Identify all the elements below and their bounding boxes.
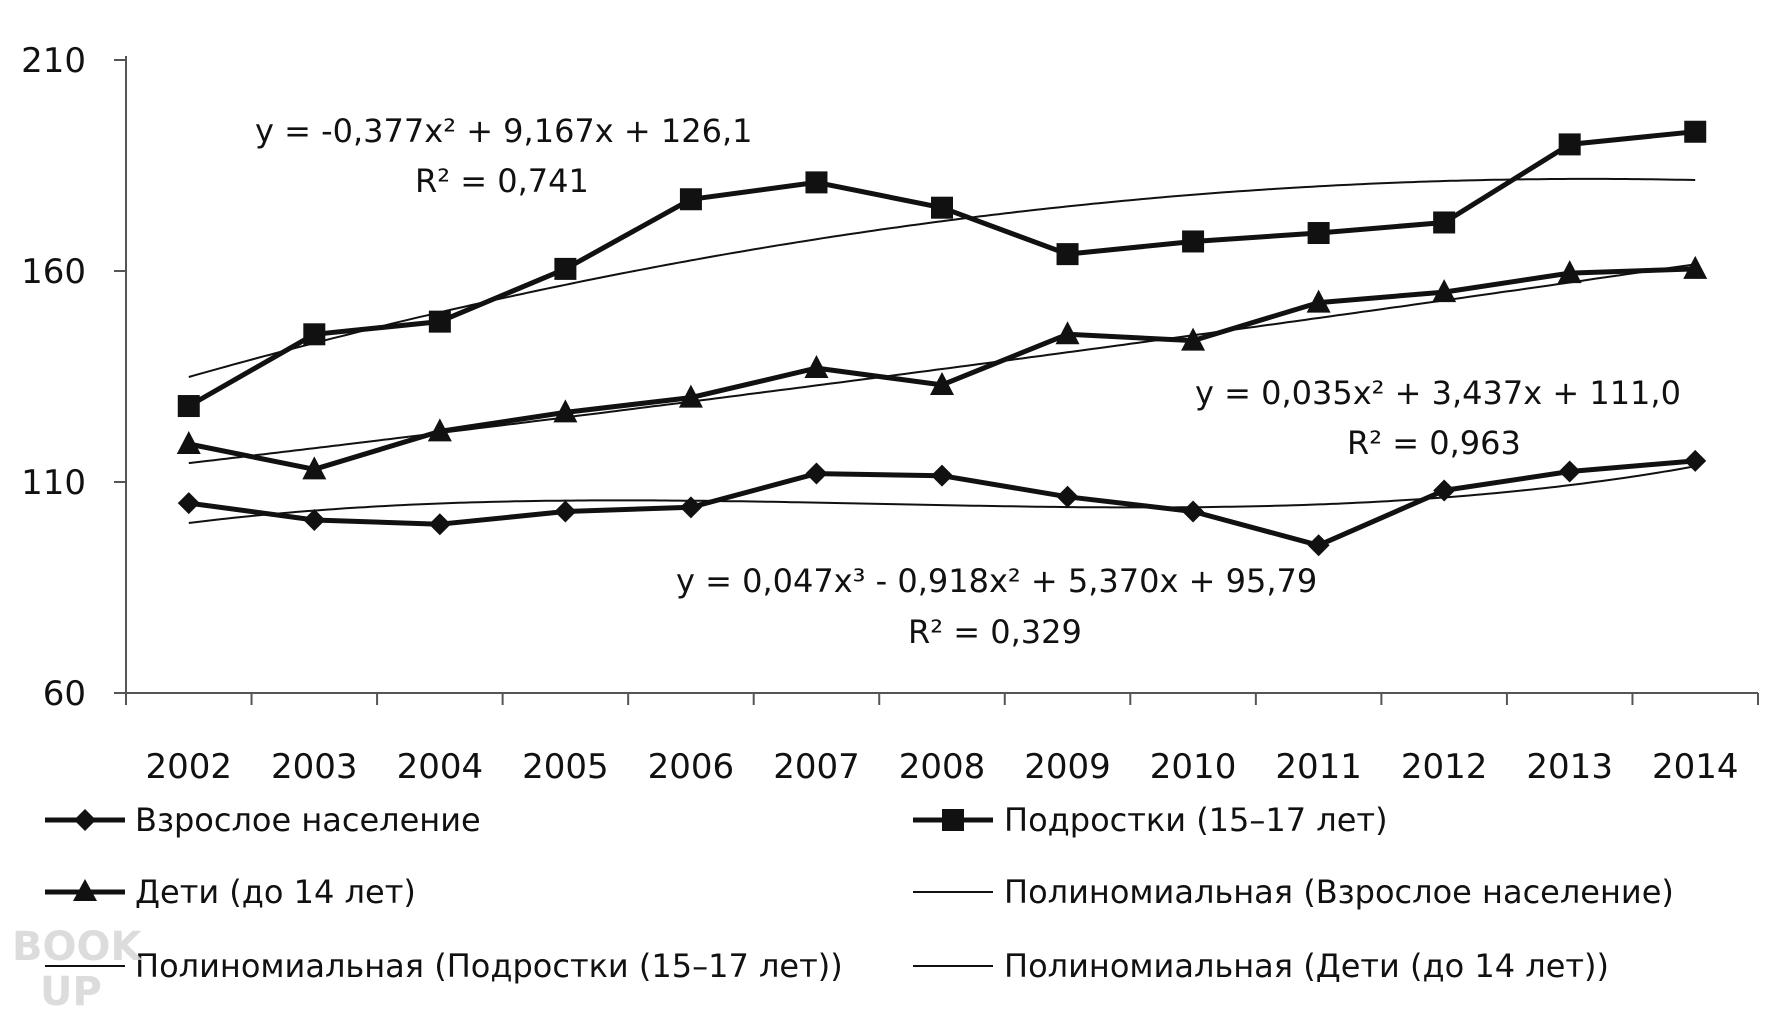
legend-item-adults: Взрослое население: [45, 801, 481, 839]
data-point: [427, 418, 452, 442]
data-point: [805, 462, 828, 485]
r2-teens: R² = 0,741: [415, 162, 589, 200]
legend-item-trend-teens: Полиномиальная (Подростки (15–17 лет)): [45, 947, 843, 985]
data-point: [1558, 460, 1581, 483]
data-point: [930, 371, 954, 395]
equation-children: y = 0,035x² + 3,437x + 111,0: [1195, 374, 1681, 412]
data-point: [177, 395, 200, 418]
legend: Взрослое население Подростки (15–17 лет)…: [45, 801, 1674, 985]
legend-label-adults: Взрослое население: [135, 801, 481, 839]
data-point: [1055, 321, 1080, 345]
data-point: [1307, 222, 1330, 245]
x-tick-label: 2009: [1024, 747, 1111, 787]
legend-item-children: Дети (до 14 лет): [45, 873, 416, 911]
equation-teens: y = -0,377x² + 9,167x + 126,1: [255, 112, 752, 150]
data-point: [678, 384, 703, 408]
data-point: [428, 513, 451, 536]
data-point: [554, 500, 577, 523]
data-point: [679, 496, 702, 519]
y-tick-label: 210: [21, 41, 86, 81]
legend-label-children: Дети (до 14 лет): [135, 873, 416, 911]
data-point: [931, 196, 953, 219]
r2-adults: R² = 0,329: [908, 613, 1082, 651]
watermark-bottom: UP: [40, 969, 102, 1015]
data-point: [428, 310, 451, 333]
axes: [114, 56, 1759, 705]
watermark-logo: BOOK UP: [12, 924, 143, 1015]
data-point: [177, 492, 200, 515]
y-tick-label: 60: [43, 674, 86, 714]
data-point: [554, 257, 577, 280]
x-tick-label: 2014: [1652, 747, 1739, 787]
data-point: [1684, 120, 1707, 143]
legend-label-trend-children: Полиномиальная (Дети (до 14 лет)): [1004, 947, 1609, 985]
data-point: [1182, 500, 1205, 523]
x-axis-tick-labels: 2002 2003 2004 2005 2006 2007 2008 2009 2010 2011…: [146, 747, 1739, 787]
data-point: [804, 355, 829, 379]
data-point: [1557, 260, 1582, 284]
diamond-marker-icon: [74, 809, 96, 831]
legend-label-teens: Подростки (15–17 лет): [1004, 801, 1388, 839]
x-tick-label: 2004: [397, 747, 484, 787]
data-point: [805, 171, 828, 194]
x-tick-label: 2008: [899, 747, 986, 787]
data-point: [553, 399, 578, 423]
x-tick-label: 2010: [1150, 747, 1237, 787]
data-point: [1181, 327, 1206, 351]
y-axis-tick-labels: 210 160 110 60: [21, 41, 86, 714]
data-point: [1432, 279, 1457, 303]
data-point: [303, 508, 326, 531]
data-point: [679, 188, 702, 211]
x-tick-label: 2005: [522, 747, 609, 787]
data-point: [302, 456, 327, 480]
data-point: [1306, 289, 1331, 313]
data-point: [176, 431, 201, 455]
data-point: [1056, 485, 1079, 508]
data-point: [1056, 243, 1079, 266]
data-point: [1433, 479, 1456, 502]
y-tick-label: 110: [21, 463, 86, 503]
series-markers: [176, 120, 1708, 557]
equation-adults: y = 0,047x³ - 0,918x² + 5,370x + 95,79: [676, 562, 1317, 600]
legend-label-trend-teens: Полиномиальная (Подростки (15–17 лет)): [135, 947, 843, 985]
x-tick-label: 2007: [773, 747, 860, 787]
data-point: [1433, 211, 1456, 234]
legend-item-teens: Подростки (15–17 лет): [913, 801, 1388, 839]
data-point: [1684, 449, 1707, 472]
x-tick-label: 2011: [1275, 747, 1362, 787]
legend-label-trend-adults: Полиномиальная (Взрослое население): [1004, 873, 1674, 911]
legend-item-trend-adults: Полиномиальная (Взрослое население): [913, 873, 1674, 911]
y-tick-label: 160: [21, 252, 86, 292]
x-tick-label: 2003: [271, 747, 358, 787]
data-point: [1307, 534, 1330, 557]
x-tick-label: 2012: [1401, 747, 1488, 787]
x-tick-label: 2006: [648, 747, 735, 787]
triangle-marker-icon: [73, 879, 97, 901]
r2-children: R² = 0,963: [1347, 424, 1521, 462]
square-marker-icon: [942, 809, 964, 831]
legend-item-trend-children: Полиномиальная (Дети (до 14 лет)): [913, 947, 1609, 985]
data-point: [1558, 133, 1581, 156]
data-point: [1683, 255, 1708, 279]
x-tick-label: 2002: [146, 747, 233, 787]
data-point: [931, 464, 953, 487]
data-point: [303, 323, 326, 346]
data-point: [1182, 230, 1205, 253]
x-tick-label: 2013: [1526, 747, 1613, 787]
watermark-top: BOOK: [12, 924, 143, 970]
